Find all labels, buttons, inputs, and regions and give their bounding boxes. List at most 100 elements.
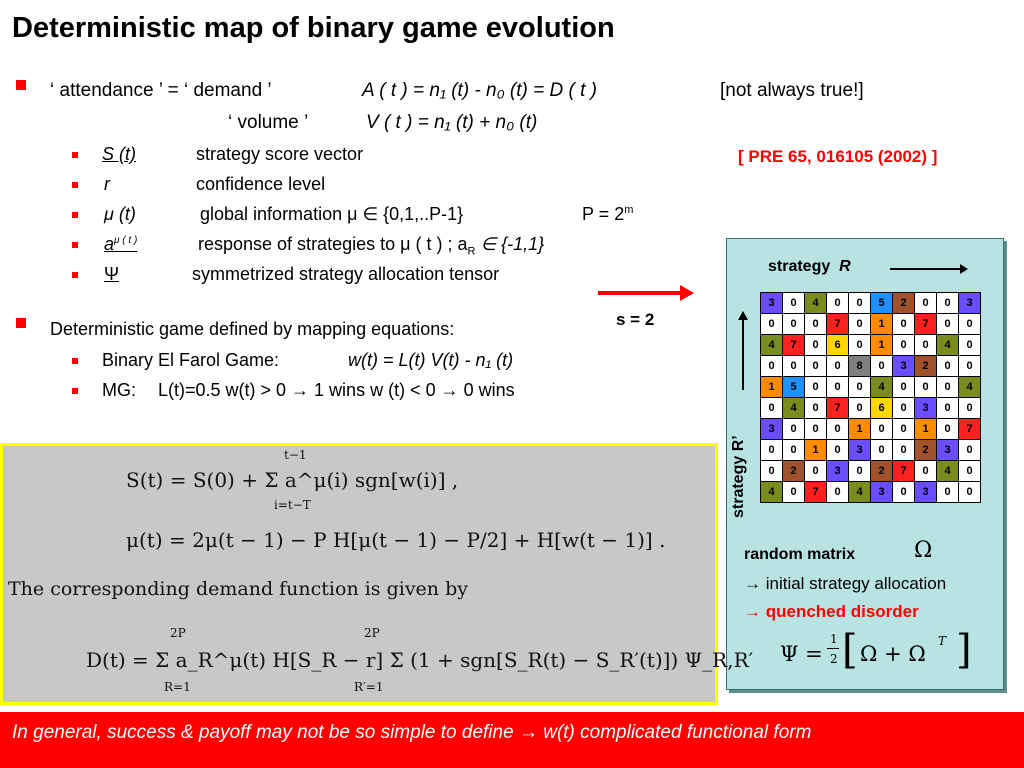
attendance-note: [not always true!] xyxy=(720,80,864,101)
matrix-cell: 0 xyxy=(804,334,827,356)
demand-equation: D(t) = Σ a_R^μ(t) H[S_R − r] Σ (1 + sgn[… xyxy=(86,648,754,672)
matrix-cell: 7 xyxy=(826,313,849,335)
matrix-cell: 0 xyxy=(958,313,981,335)
matrix-cell: 0 xyxy=(782,481,805,503)
matrix-cell: 0 xyxy=(914,292,937,314)
matrix-cell: 0 xyxy=(848,292,871,314)
matrix-cell: 0 xyxy=(914,376,937,398)
matrix-cell: 3 xyxy=(892,355,915,377)
demand-sum2-bottom: R′=1 xyxy=(354,680,384,694)
matrix-cell: 0 xyxy=(936,292,959,314)
matrix-cell: 0 xyxy=(892,418,915,440)
matrix-cell: 1 xyxy=(914,418,937,440)
matrix-cell: 0 xyxy=(914,334,937,356)
symbol-r: r xyxy=(104,174,110,194)
matrix-cell: 0 xyxy=(782,292,805,314)
matrix-cell: 7 xyxy=(958,418,981,440)
volume-formula: V ( t ) = n₁ (t) + n₀ (t) xyxy=(366,112,538,133)
matrix-cell: 0 xyxy=(848,397,871,419)
matrix-cell: 3 xyxy=(870,481,893,503)
matrix-cell: 2 xyxy=(914,355,937,377)
attendance-label: ‘ attendance ’ = ‘ demand ’ xyxy=(50,80,272,101)
equations-scan xyxy=(0,443,718,705)
matrix-cell: 0 xyxy=(826,481,849,503)
matrix-cell: 0 xyxy=(936,481,959,503)
arrow-right-icon xyxy=(890,264,968,274)
matrix-cell: 0 xyxy=(804,355,827,377)
footer-text: In general, success & payoff may not be … xyxy=(12,722,812,743)
volume-label: ‘ volume ’ xyxy=(228,112,309,133)
matrix-cell: 1 xyxy=(870,313,893,335)
matrix-cell: 0 xyxy=(936,397,959,419)
matrix-cell: 2 xyxy=(892,292,915,314)
matrix-cell: 7 xyxy=(914,313,937,335)
matrix-cell: 0 xyxy=(892,397,915,419)
matrix-cell: 0 xyxy=(782,439,805,461)
desc-r: confidence level xyxy=(196,174,326,194)
matrix-cell: 4 xyxy=(848,481,871,503)
matrix-cell: 4 xyxy=(936,334,959,356)
matrix-cell: 3 xyxy=(936,439,959,461)
matrix-cell: 0 xyxy=(892,313,915,335)
matrix-cell: 4 xyxy=(804,292,827,314)
page-title: Deterministic map of binary game evoluti… xyxy=(12,12,615,44)
score-sum-top: t−1 xyxy=(284,448,307,462)
matrix-cell: 1 xyxy=(760,376,783,398)
matrix-cell: 1 xyxy=(848,418,871,440)
el-farol-label: Binary El Farol Game: xyxy=(102,350,280,370)
mapping-heading: Deterministic game defined by mapping eq… xyxy=(50,319,455,339)
matrix-cell: 3 xyxy=(848,439,871,461)
matrix-cell: 0 xyxy=(892,334,915,356)
matrix-cell: 0 xyxy=(892,439,915,461)
matrix-cell: 0 xyxy=(782,313,805,335)
matrix-cell: 2 xyxy=(782,460,805,482)
matrix-cell: 3 xyxy=(760,292,783,314)
matrix-cell: 0 xyxy=(760,355,783,377)
matrix-cell: 6 xyxy=(870,397,893,419)
matrix-cell: 0 xyxy=(826,376,849,398)
matrix-cell: 0 xyxy=(760,313,783,335)
mg-label: MG: xyxy=(102,380,136,400)
sub-bullet-marker xyxy=(72,388,78,394)
matrix-cell: 2 xyxy=(870,460,893,482)
red-arrow-icon xyxy=(598,285,694,301)
matrix-cell: 3 xyxy=(914,397,937,419)
sub-bullet-marker xyxy=(72,272,78,278)
matrix-cell: 4 xyxy=(760,334,783,356)
random-matrix-label: random matrix xyxy=(744,546,856,563)
sub-bullet-marker xyxy=(72,152,78,158)
matrix-cell: 0 xyxy=(804,460,827,482)
matrix-cell: 0 xyxy=(870,439,893,461)
arrow-up-icon xyxy=(738,311,748,390)
matrix-cell: 0 xyxy=(848,460,871,482)
bullet-marker xyxy=(16,80,26,90)
score-sum-bottom: i=t−T xyxy=(274,498,311,512)
matrix-cell: 7 xyxy=(782,334,805,356)
matrix-cell: 4 xyxy=(782,397,805,419)
matrix-cell: 5 xyxy=(870,292,893,314)
symbol-mu: μ (t) xyxy=(104,204,136,224)
desc-s: strategy score vector xyxy=(196,144,364,164)
matrix-cell: 0 xyxy=(958,397,981,419)
score-equation: S(t) = S(0) + Σ a^μ(i) sgn[w(i)] , xyxy=(126,468,459,492)
matrix-cell: 0 xyxy=(914,460,937,482)
matrix-cell: 0 xyxy=(958,460,981,482)
desc-psi: symmetrized strategy allocation tensor xyxy=(192,264,500,284)
matrix-cell: 6 xyxy=(826,334,849,356)
matrix-cell: 0 xyxy=(892,376,915,398)
demand-sum2-top: 2P xyxy=(364,626,380,640)
matrix-cell: 0 xyxy=(804,397,827,419)
demand-sum1-top: 2P xyxy=(170,626,186,640)
reference-citation: [ PRE 65, 016105 (2002) ] xyxy=(738,147,938,166)
matrix-cell: 0 xyxy=(892,481,915,503)
matrix-cell: 0 xyxy=(804,313,827,335)
matrix-cell: 1 xyxy=(804,439,827,461)
matrix-cell: 0 xyxy=(936,313,959,335)
matrix-cell: 0 xyxy=(826,355,849,377)
matrix-cell: 3 xyxy=(914,481,937,503)
matrix-cell: 7 xyxy=(804,481,827,503)
